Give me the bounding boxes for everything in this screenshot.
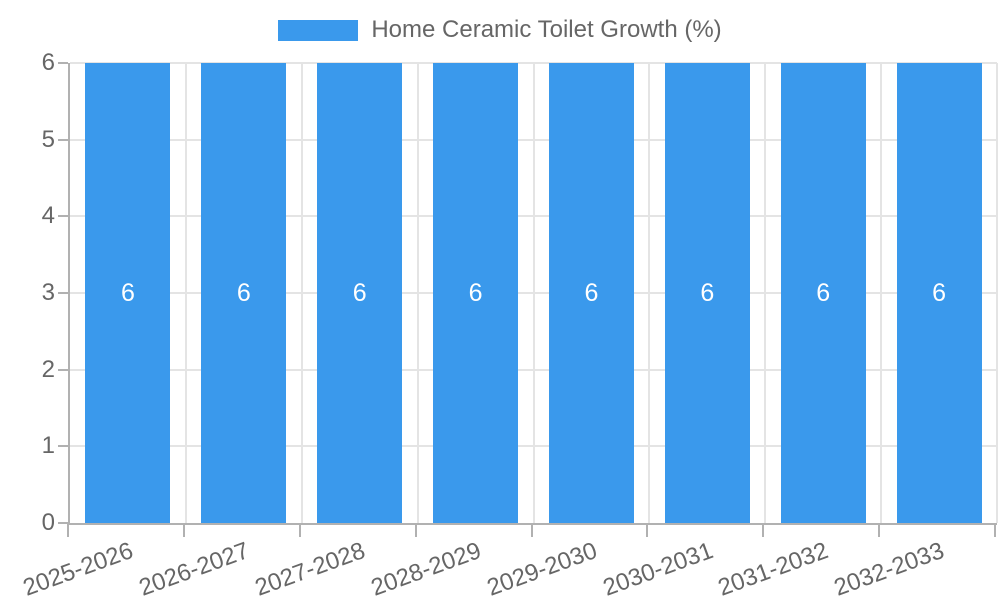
x-axis-tick-label: 2032-2033 xyxy=(830,537,948,600)
plot-area: 6 6 6 6 6 6 6 6 xyxy=(68,62,998,525)
x-tick-mark xyxy=(646,523,649,537)
legend-swatch-icon xyxy=(278,19,359,41)
y-tick-mark xyxy=(58,62,68,64)
x-gridline xyxy=(532,63,535,523)
y-tick-mark xyxy=(58,215,68,218)
bar[interactable]: 6 xyxy=(780,63,866,523)
bar[interactable]: 6 xyxy=(201,63,287,523)
bar[interactable]: 6 xyxy=(896,63,982,523)
bar[interactable]: 6 xyxy=(317,63,403,523)
y-axis-tick-label: 0 xyxy=(41,509,55,536)
x-tick-mark xyxy=(530,523,533,537)
bar-value-label: 6 xyxy=(236,279,251,307)
bar-value-label: 6 xyxy=(584,279,599,307)
bar[interactable]: 6 xyxy=(85,63,171,523)
bar-value-label: 6 xyxy=(700,279,715,307)
x-axis-tick-label: 2026-2027 xyxy=(135,537,253,600)
x-gridline xyxy=(880,63,883,523)
x-axis-tick-label: 2027-2028 xyxy=(251,537,369,600)
bar[interactable]: 6 xyxy=(433,63,519,523)
x-axis-tick-label: 2031-2032 xyxy=(714,537,833,600)
x-tick-mark xyxy=(298,523,301,537)
x-gridline xyxy=(184,63,187,523)
x-tick-mark xyxy=(414,523,417,537)
x-gridline xyxy=(764,63,767,523)
x-tick-mark xyxy=(182,523,185,537)
x-gridline xyxy=(416,63,419,523)
y-tick-mark xyxy=(58,138,68,141)
legend: Home Ceramic Toilet Growth (%) xyxy=(0,16,1000,44)
bar-value-label: 6 xyxy=(352,279,367,307)
bar-value-label: 6 xyxy=(816,279,831,307)
x-tick-mark xyxy=(994,523,996,537)
y-tick-mark xyxy=(58,368,68,371)
bar[interactable]: 6 xyxy=(664,63,750,523)
bar-value-label: 6 xyxy=(468,279,483,307)
x-gridline xyxy=(648,63,651,523)
legend-item[interactable]: Home Ceramic Toilet Growth (%) xyxy=(278,16,722,44)
legend-label: Home Ceramic Toilet Growth (%) xyxy=(371,16,722,43)
x-axis-tick-label: 2028-2029 xyxy=(367,537,485,600)
y-axis-tick-label: 2 xyxy=(41,355,55,383)
y-tick-mark xyxy=(58,292,68,294)
bar-value-label: 6 xyxy=(932,279,947,307)
x-axis-tick-label: 2025-2026 xyxy=(19,537,137,600)
x-gridline xyxy=(996,63,998,523)
x-axis-tick-label: 2029-2030 xyxy=(483,537,601,600)
y-axis-tick-label: 6 xyxy=(41,49,55,76)
bar[interactable]: 6 xyxy=(548,63,634,523)
x-tick-mark xyxy=(67,523,69,537)
x-tick-mark xyxy=(762,523,765,537)
x-gridline xyxy=(300,63,303,523)
bar-value-label: 6 xyxy=(120,279,135,307)
y-axis-tick-label: 3 xyxy=(41,279,55,306)
y-axis-tick-label: 5 xyxy=(41,125,55,153)
y-axis-tick-label: 4 xyxy=(41,202,55,230)
y-tick-mark xyxy=(58,522,68,524)
x-axis-tick-label: 2030-2031 xyxy=(599,537,717,600)
y-tick-mark xyxy=(58,445,68,448)
x-tick-mark xyxy=(878,523,881,537)
y-axis-tick-label: 1 xyxy=(41,432,55,460)
